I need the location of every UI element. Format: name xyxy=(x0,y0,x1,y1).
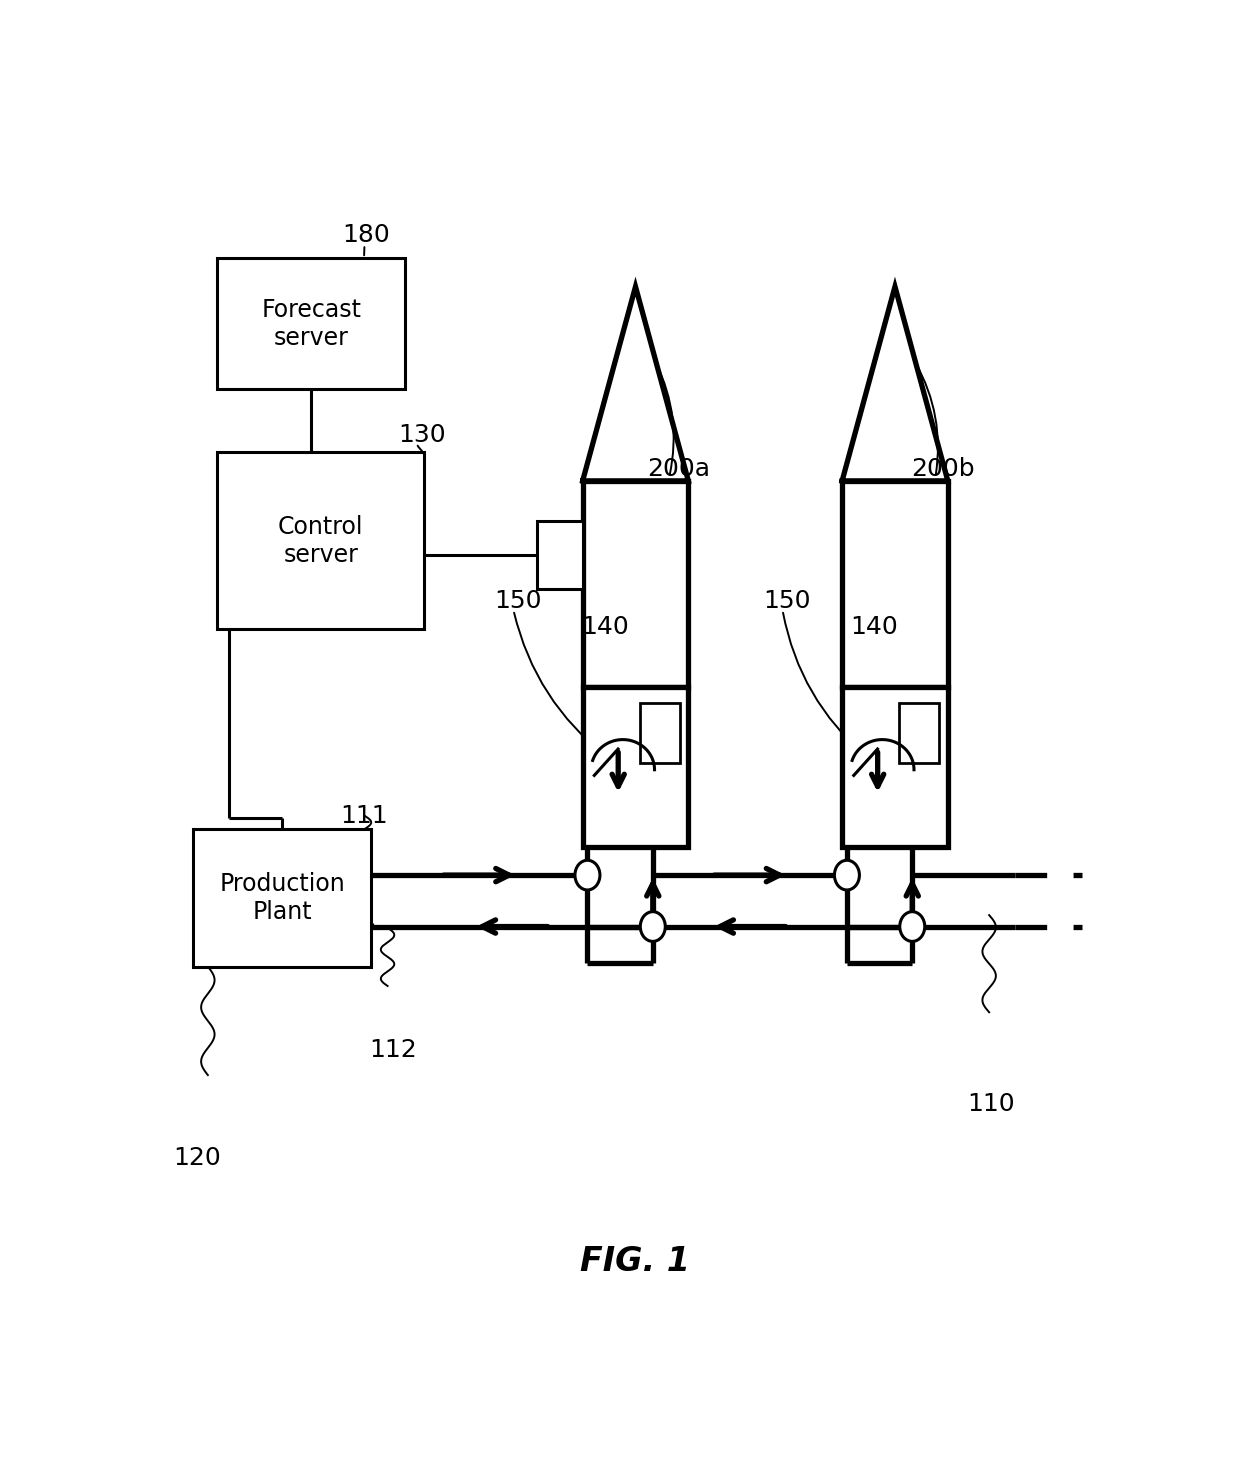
Text: 200a: 200a xyxy=(647,457,711,481)
Text: 180: 180 xyxy=(342,223,391,248)
Text: 140: 140 xyxy=(580,616,629,640)
Bar xyxy=(537,521,583,589)
Text: FIG. 1: FIG. 1 xyxy=(580,1245,691,1278)
Text: 110: 110 xyxy=(967,1092,1014,1116)
Bar xyxy=(640,702,680,763)
Circle shape xyxy=(575,861,600,890)
Text: 120: 120 xyxy=(174,1147,221,1171)
Text: 112: 112 xyxy=(370,1037,417,1063)
Text: Forecast
server: Forecast server xyxy=(262,298,361,350)
Bar xyxy=(583,687,688,846)
Bar xyxy=(217,453,424,629)
Text: 150: 150 xyxy=(495,589,542,613)
Circle shape xyxy=(900,911,925,941)
Text: 111: 111 xyxy=(341,804,388,828)
Text: Production
Plant: Production Plant xyxy=(219,873,345,925)
Text: 130: 130 xyxy=(398,423,446,447)
Bar xyxy=(842,687,947,846)
Circle shape xyxy=(640,911,666,941)
Text: 200b: 200b xyxy=(911,457,975,481)
Circle shape xyxy=(835,861,859,890)
Text: 150: 150 xyxy=(764,589,811,613)
Text: Control
server: Control server xyxy=(278,515,363,567)
Bar xyxy=(842,481,947,687)
Text: 140: 140 xyxy=(849,616,898,640)
Bar xyxy=(193,830,371,966)
Bar xyxy=(217,258,404,389)
Bar xyxy=(899,702,940,763)
Bar xyxy=(583,481,688,687)
